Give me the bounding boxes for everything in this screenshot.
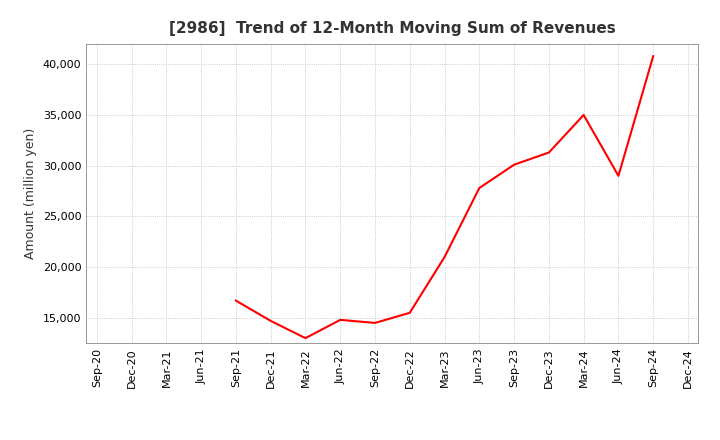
Title: [2986]  Trend of 12-Month Moving Sum of Revenues: [2986] Trend of 12-Month Moving Sum of R… [169, 21, 616, 36]
Y-axis label: Amount (million yen): Amount (million yen) [24, 128, 37, 259]
